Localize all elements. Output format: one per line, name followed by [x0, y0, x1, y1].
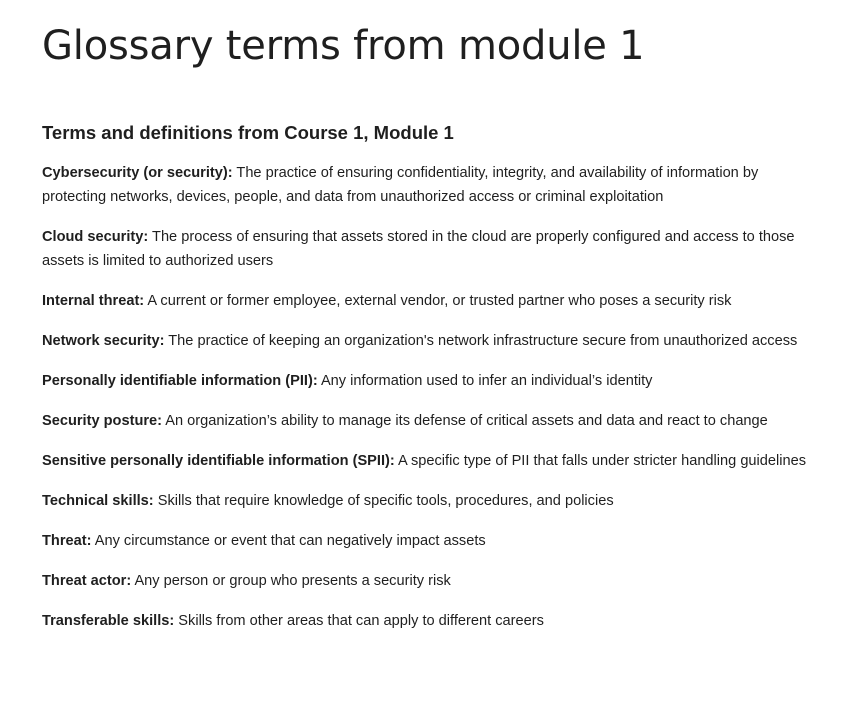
term-name: Personally identifiable information (PII… [42, 373, 318, 389]
term-definition: Any circumstance or event that can negat… [94, 533, 486, 549]
term-definition: Skills that require knowledge of specifi… [157, 493, 614, 509]
term-definition: A specific type of PII that falls under … [398, 453, 807, 469]
glossary-entry: Security posture: An organization’s abil… [42, 409, 814, 433]
glossary-entry: Internal threat: A current or former emp… [42, 289, 814, 313]
glossary-entry: Cloud security: The process of ensuring … [42, 225, 814, 273]
glossary-entry: Transferable skills: Skills from other a… [42, 609, 814, 633]
term-name: Threat: [42, 533, 92, 549]
glossary-entry: Technical skills: Skills that require kn… [42, 489, 814, 513]
glossary-entry: Threat actor: Any person or group who pr… [42, 569, 814, 593]
term-definition: A current or former employee, external v… [147, 293, 732, 309]
glossary-entry: Sensitive personally identifiable inform… [42, 449, 814, 473]
section-heading: Terms and definitions from Course 1, Mod… [42, 122, 454, 143]
term-definition: The practice of keeping an organization'… [168, 333, 798, 349]
glossary-entry: Network security: The practice of keepin… [42, 329, 814, 353]
glossary-entry: Personally identifiable information (PII… [42, 369, 814, 393]
term-name: Sensitive personally identifiable inform… [42, 453, 395, 469]
term-name: Transferable skills: [42, 613, 175, 629]
glossary-list: Cybersecurity (or security): The practic… [42, 161, 814, 633]
term-definition: Any person or group who presents a secur… [134, 573, 451, 589]
term-definition: The practice of ensuring confidentiality… [42, 165, 759, 205]
term-definition: The process of ensuring that assets stor… [42, 229, 795, 269]
term-name: Threat actor: [42, 573, 132, 589]
term-definition: An organization’s ability to manage its … [165, 413, 768, 429]
term-name: Internal threat: [42, 293, 145, 309]
term-definition: Skills from other areas that can apply t… [178, 613, 544, 629]
term-definition: Any information used to infer an individ… [320, 373, 653, 389]
term-name: Network security: [42, 333, 165, 349]
page-title: Glossary terms from module 1 [42, 23, 645, 69]
glossary-entry: Threat: Any circumstance or event that c… [42, 529, 814, 553]
term-name: Technical skills: [42, 493, 154, 509]
term-name: Security posture: [42, 413, 163, 429]
glossary-entry: Cybersecurity (or security): The practic… [42, 161, 814, 209]
term-name: Cloud security: [42, 229, 149, 245]
term-name: Cybersecurity (or security): [42, 165, 233, 181]
